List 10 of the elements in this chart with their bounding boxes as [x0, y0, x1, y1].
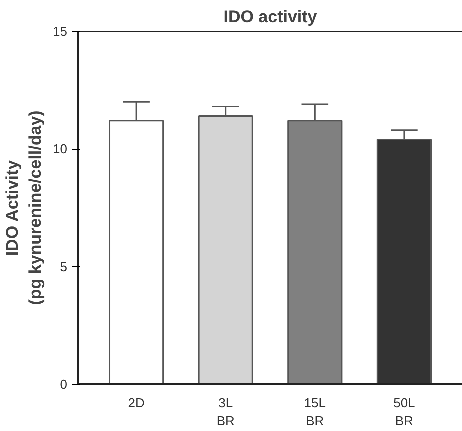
x-tick-label: 50L BR [394, 396, 416, 428]
y-tick-label: 5 [60, 259, 68, 274]
y-tick-label: 0 [60, 377, 68, 392]
y-tick-label: 10 [53, 142, 68, 157]
y-axis-title: IDO Activity (pg kynurenine/cell/day) [3, 110, 46, 306]
x-tick-label: 2D [128, 396, 145, 410]
chart-title: IDO activity [224, 8, 318, 26]
x-tick-label: 15L BR [304, 396, 326, 428]
x-tick-label: 3L BR [216, 396, 235, 428]
y-tick-label: 15 [53, 24, 68, 39]
